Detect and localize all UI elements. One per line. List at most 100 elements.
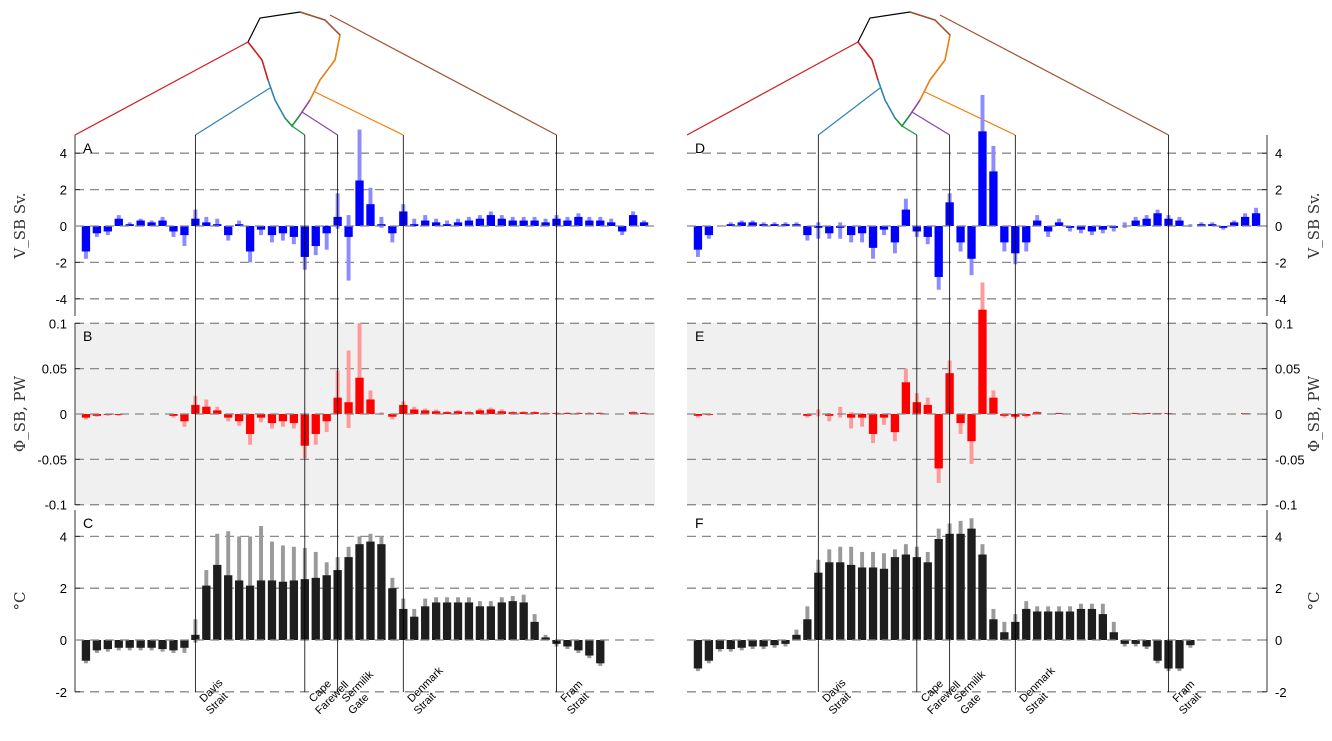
error-bar: [280, 545, 285, 600]
error-bar: [642, 220, 647, 224]
bar: [213, 410, 222, 414]
error-bar: [543, 412, 548, 414]
ytick-label: 2: [60, 581, 67, 596]
error-bar: [761, 645, 766, 650]
ytick-label: 0: [1275, 633, 1282, 648]
error-bar: [149, 220, 154, 224]
error-bar: [434, 218, 439, 225]
error-bar: [761, 222, 766, 226]
bar: [453, 222, 463, 226]
error-bar: [565, 645, 570, 650]
bar: [475, 218, 485, 226]
bar: [1109, 632, 1118, 640]
section-label: DavisStrait: [818, 677, 858, 717]
bar: [224, 226, 233, 236]
bar: [158, 640, 167, 650]
error-bar: [925, 397, 930, 409]
bar: [1043, 226, 1053, 232]
bar: [125, 640, 134, 648]
bar: [1098, 226, 1108, 230]
error-bar: [1035, 411, 1040, 413]
error-bar: [521, 216, 526, 223]
bar: [541, 637, 550, 640]
error-bar: [368, 187, 373, 213]
bar: [267, 580, 277, 640]
error-bar: [827, 413, 832, 422]
bar: [1000, 632, 1009, 640]
error-bar: [182, 418, 187, 427]
bar: [1186, 640, 1195, 646]
error-bar: [838, 406, 843, 418]
bar: [1240, 216, 1250, 226]
error-bar: [892, 427, 897, 442]
error-bar: [488, 407, 493, 411]
bar: [497, 218, 506, 226]
section-label: DavisStrait: [195, 677, 235, 717]
panel-label: E: [695, 328, 704, 344]
error-bar: [434, 409, 439, 413]
error-bar: [587, 412, 592, 414]
bar: [136, 640, 145, 648]
bar: [978, 131, 987, 226]
ytick-label: 0: [60, 219, 67, 234]
bar: [278, 581, 288, 640]
error-bar: [83, 659, 88, 664]
bar: [1033, 412, 1042, 414]
bar: [103, 226, 112, 232]
bar: [289, 580, 299, 640]
bar: [639, 222, 649, 226]
ytick-label: 4: [1275, 529, 1282, 544]
error-bar: [620, 229, 625, 236]
error-bar: [182, 645, 187, 653]
error-bar: [83, 416, 88, 420]
bar: [114, 414, 123, 415]
ytick-label: -0.05: [1275, 452, 1305, 467]
error-bar: [313, 241, 318, 256]
connector-line: [74, 41, 249, 136]
bar: [781, 640, 790, 644]
error-bar: [695, 246, 700, 257]
bar: [825, 414, 834, 416]
bar: [628, 412, 638, 414]
error-bar: [958, 520, 963, 541]
error-bar: [1068, 226, 1072, 232]
bar: [322, 226, 331, 234]
coast-segment: [894, 114, 911, 128]
bar: [846, 564, 856, 640]
bar: [256, 226, 266, 230]
bar: [453, 411, 463, 414]
bar: [202, 406, 211, 414]
ytick-label: 0.05: [42, 362, 67, 377]
section-label: SermilikGate: [337, 668, 386, 717]
bar: [103, 640, 112, 650]
error-bar: [226, 415, 231, 422]
bar: [421, 606, 430, 640]
error-bar: [969, 518, 974, 534]
error-bar: [849, 231, 854, 243]
bar: [519, 602, 528, 640]
connector-line: [301, 111, 338, 136]
error-bar: [499, 597, 504, 606]
error-bar: [466, 216, 471, 223]
error-bar: [1089, 603, 1094, 612]
bar: [792, 224, 801, 226]
bar: [836, 562, 845, 640]
error-bar: [1111, 621, 1116, 638]
bar: [234, 414, 244, 422]
bar: [475, 410, 485, 414]
bar: [857, 414, 867, 418]
error-bar: [838, 222, 843, 239]
section-label: FramStrait: [1168, 678, 1207, 717]
bar: [1065, 611, 1075, 640]
connector-line: [911, 111, 950, 136]
error-bar: [521, 411, 526, 413]
bar: [442, 412, 452, 414]
greenland-map: [686, 11, 1169, 136]
bar: [846, 226, 856, 236]
error-bar: [882, 553, 886, 577]
ytick-label: -0.1: [1275, 498, 1297, 513]
ytick-label: 2: [1275, 581, 1282, 596]
bar: [1197, 224, 1206, 226]
bar: [923, 404, 932, 414]
